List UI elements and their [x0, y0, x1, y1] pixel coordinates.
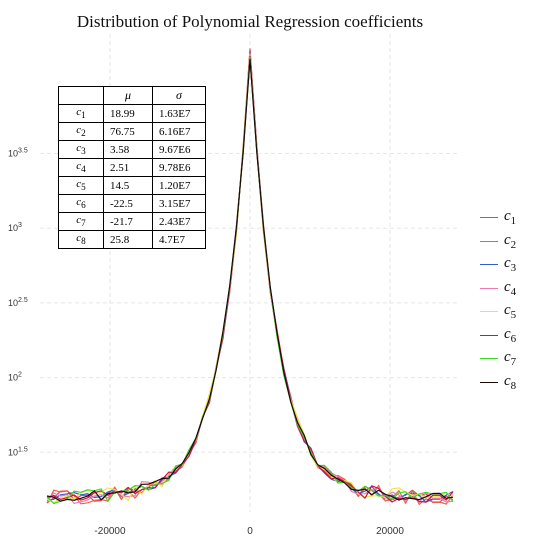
legend-swatch [480, 334, 498, 336]
x-tick-label: 20000 [376, 526, 404, 537]
table-cell-coef: c4 [58, 158, 104, 177]
table-cell-mu: -21.7 [103, 212, 153, 231]
table-cell-sigma: 1.63E7 [152, 104, 206, 123]
legend-label: c5 [504, 302, 517, 322]
table-cell-coef: c5 [58, 176, 104, 195]
legend-item-c8: c8 [480, 371, 516, 395]
legend-item-c2: c2 [480, 230, 516, 254]
table-row: c1 18.99 1.63E7 [58, 104, 206, 123]
y-tick-label: 103 [8, 222, 22, 233]
legend-swatch [480, 358, 498, 360]
legend-label: c3 [504, 255, 517, 275]
table-cell-mu: 25.8 [103, 230, 153, 249]
table-cell-mu: -22.5 [103, 194, 153, 213]
x-axis-ticks: -20000 0 20000 [94, 526, 404, 537]
legend-label: c4 [504, 278, 517, 298]
legend-swatch [480, 311, 498, 313]
table-cell-coef: c1 [58, 104, 104, 123]
legend-label: c2 [504, 231, 517, 251]
y-axis-ticks: 101.5 102 102.5 103 103.5 [8, 148, 28, 458]
table-cell-mu: 18.99 [103, 104, 153, 123]
series-lines [46, 48, 454, 505]
table-row: c3 3.58 9.67E6 [58, 140, 206, 159]
legend-item-c4: c4 [480, 277, 516, 301]
table-cell-coef: c7 [58, 212, 104, 231]
legend: c1 c2 c3 c4 c5 c6 c7 c8 [480, 206, 516, 394]
table-body: c1 18.99 1.63E7 c2 76.75 6.16E7 c3 3.58 9.67E6 c4… [58, 104, 206, 249]
legend-item-c6: c6 [480, 324, 516, 348]
series-line-c7 [46, 57, 454, 505]
table-row: c4 2.51 9.78E6 [58, 158, 206, 177]
table-row: c6 -22.5 3.15E7 [58, 194, 206, 213]
legend-swatch [480, 287, 498, 289]
chart-title: Distribution of Polynomial Regression co… [76, 12, 424, 31]
series-line-c8 [46, 58, 454, 502]
legend-swatch [480, 264, 498, 266]
table-row: c8 25.8 4.7E7 [58, 230, 206, 249]
series-line-c5 [46, 54, 454, 504]
y-tick-label: 101.5 [8, 446, 28, 457]
table-row: c2 76.75 6.16E7 [58, 122, 206, 141]
legend-label: c1 [504, 208, 517, 228]
legend-item-c5: c5 [480, 300, 516, 324]
series-line-c2 [46, 49, 454, 505]
coefficient-stats-table: μ σ c1 18.99 1.63E7 c2 76.75 6.16E7 c3 3.58 9.67… [58, 86, 206, 249]
table-cell-sigma: 4.7E7 [152, 230, 206, 249]
table-cell-coef: c6 [58, 194, 104, 213]
table-header-sigma: σ [152, 86, 206, 105]
table-header-blank [58, 86, 104, 105]
table-cell-coef: c2 [58, 122, 104, 141]
table-cell-mu: 76.75 [103, 122, 153, 141]
table-cell-sigma: 6.16E7 [152, 122, 206, 141]
legend-item-c1: c1 [480, 206, 516, 230]
legend-swatch [480, 381, 498, 383]
y-tick-label: 102 [8, 372, 22, 383]
legend-label: c8 [504, 372, 517, 392]
legend-item-c3: c3 [480, 253, 516, 277]
series-line-c6 [46, 55, 454, 503]
table-cell-sigma: 2.43E7 [152, 212, 206, 231]
table-cell-sigma: 9.67E6 [152, 140, 206, 159]
table-header-mu: μ [103, 86, 153, 105]
legend-swatch [480, 240, 498, 242]
table-row: c5 14.5 1.20E7 [58, 176, 206, 195]
table-header-row: μ σ [58, 86, 206, 105]
table-cell-mu: 2.51 [103, 158, 153, 177]
y-tick-label: 102.5 [8, 297, 28, 308]
x-tick-label: -20000 [94, 526, 126, 537]
table-cell-coef: c3 [58, 140, 104, 159]
legend-item-c7: c7 [480, 347, 516, 371]
table-cell-sigma: 1.20E7 [152, 176, 206, 195]
x-tick-label: 0 [247, 526, 253, 537]
table-cell-coef: c8 [58, 230, 104, 249]
table-cell-mu: 3.58 [103, 140, 153, 159]
y-tick-label: 103.5 [8, 148, 28, 159]
table-cell-sigma: 3.15E7 [152, 194, 206, 213]
table-cell-mu: 14.5 [103, 176, 153, 195]
legend-swatch [480, 217, 498, 219]
table-cell-sigma: 9.78E6 [152, 158, 206, 177]
legend-label: c6 [504, 325, 517, 345]
table-row: c7 -21.7 2.43E7 [58, 212, 206, 231]
legend-label: c7 [504, 349, 517, 369]
